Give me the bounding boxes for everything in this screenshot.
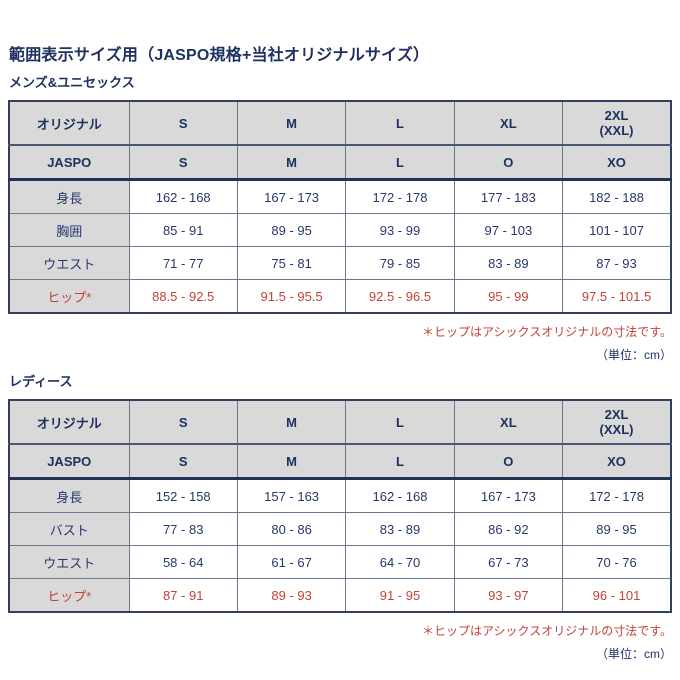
size-header-cell: L xyxy=(345,443,455,480)
size-value-cell: 77 - 83 xyxy=(128,512,238,546)
size-header-cell: XL xyxy=(453,399,564,445)
size-value-cell: 71 - 77 xyxy=(128,246,238,280)
size-value-cell: 67 - 73 xyxy=(453,545,564,579)
size-value-cell: 96 - 101 xyxy=(562,578,672,613)
size-header-cell: M xyxy=(236,144,347,181)
size-value-cell: 92.5 - 96.5 xyxy=(345,279,455,314)
size-value-cell: 83 - 89 xyxy=(345,512,455,546)
size-value-cell: 93 - 99 xyxy=(345,213,455,247)
row-label: JASPO xyxy=(8,144,130,181)
row-label: オリジナル xyxy=(8,399,130,445)
size-value-cell: 167 - 173 xyxy=(236,179,347,214)
size-value-cell: 79 - 85 xyxy=(345,246,455,280)
size-value-cell: 93 - 97 xyxy=(453,578,564,613)
table-row-height: 身長 162 - 168 167 - 173 172 - 178 177 - 1… xyxy=(8,179,672,214)
size-value-cell: 91 - 95 xyxy=(345,578,455,613)
size-value-cell: 167 - 173 xyxy=(453,478,564,513)
row-label: オリジナル xyxy=(8,100,130,146)
size-header-cell: L xyxy=(345,399,455,445)
size-value-cell: 89 - 95 xyxy=(562,512,672,546)
size-header-cell: O xyxy=(453,443,564,480)
size-value-cell: 88.5 - 92.5 xyxy=(128,279,238,314)
size-header-cell: S xyxy=(128,144,238,181)
size-value-cell: 89 - 95 xyxy=(236,213,347,247)
size-value-cell: 91.5 - 95.5 xyxy=(236,279,347,314)
size-header-cell: M xyxy=(236,399,347,445)
size-header-cell: 2XL (XXL) xyxy=(562,399,672,445)
size-header-cell: L xyxy=(345,144,455,181)
row-label: 身長 xyxy=(8,179,130,214)
table-row-waist: ウエスト 58 - 64 61 - 67 64 - 70 67 - 73 70 … xyxy=(8,545,672,579)
unit-note: （単位：cm） xyxy=(596,647,672,661)
row-label: バスト xyxy=(8,512,130,546)
size-value-cell: 101 - 107 xyxy=(562,213,672,247)
size-header-cell: M xyxy=(236,100,347,146)
table-row-bust: バスト 77 - 83 80 - 86 83 - 89 86 - 92 89 -… xyxy=(8,512,672,546)
size-value-cell: 97 - 103 xyxy=(453,213,564,247)
section-ladies: レディース オリジナル S M L XL 2XL (XXL) JASPO S M xyxy=(8,374,672,661)
size-header-cell: XL xyxy=(453,100,564,146)
size-value-cell: 70 - 76 xyxy=(562,545,672,579)
size-header-cell: S xyxy=(128,443,238,480)
row-label: 身長 xyxy=(8,478,130,513)
row-label: ウエスト xyxy=(8,246,130,280)
size-value-cell: 80 - 86 xyxy=(236,512,347,546)
size-header-cell: M xyxy=(236,443,347,480)
table-row-hip: ヒップ* 87 - 91 89 - 93 91 - 95 93 - 97 96 … xyxy=(8,578,672,613)
size-value-cell: 152 - 158 xyxy=(128,478,238,513)
size-value-cell: 86 - 92 xyxy=(453,512,564,546)
size-value-cell: 64 - 70 xyxy=(345,545,455,579)
size-chart-page: 範囲表示サイズ用（JASPO規格+当社オリジナルサイズ） メンズ&ユニセックス … xyxy=(8,47,672,661)
ladies-size-table: オリジナル S M L XL 2XL (XXL) JASPO S M L O X… xyxy=(8,399,672,613)
size-value-cell: 85 - 91 xyxy=(128,213,238,247)
section-mens-unisex: メンズ&ユニセックス オリジナル S M L XL 2XL (XXL) JASP… xyxy=(8,75,672,362)
table-row-chest: 胸囲 85 - 91 89 - 95 93 - 99 97 - 103 101 … xyxy=(8,213,672,247)
size-value-cell: 157 - 163 xyxy=(236,478,347,513)
table-row-hip: ヒップ* 88.5 - 92.5 91.5 - 95.5 92.5 - 96.5… xyxy=(8,279,672,314)
table-row-jaspo: JASPO S M L O XO xyxy=(8,144,672,181)
size-value-cell: 177 - 183 xyxy=(453,179,564,214)
size-header-cell: S xyxy=(128,100,238,146)
size-header-cell: XO xyxy=(562,443,672,480)
unit-note: （単位：cm） xyxy=(596,348,672,362)
size-value-cell: 89 - 93 xyxy=(236,578,347,613)
page-title: 範囲表示サイズ用（JASPO規格+当社オリジナルサイズ） xyxy=(9,47,430,64)
size-value-cell: 97.5 - 101.5 xyxy=(562,279,672,314)
size-header-cell: O xyxy=(453,144,564,181)
size-value-cell: 182 - 188 xyxy=(562,179,672,214)
size-value-cell: 61 - 67 xyxy=(236,545,347,579)
row-label: ウエスト xyxy=(8,545,130,579)
size-value-cell: 95 - 99 xyxy=(453,279,564,314)
size-header-cell: 2XL (XXL) xyxy=(562,100,672,146)
section-title-mens-unisex: メンズ&ユニセックス xyxy=(9,75,135,90)
mens-size-table: オリジナル S M L XL 2XL (XXL) JASPO S M L O X… xyxy=(8,100,672,314)
size-value-cell: 162 - 168 xyxy=(128,179,238,214)
size-value-cell: 87 - 93 xyxy=(562,246,672,280)
row-label: JASPO xyxy=(8,443,130,480)
table-row-original: オリジナル S M L XL 2XL (XXL) xyxy=(8,399,672,445)
size-value-cell: 75 - 81 xyxy=(236,246,347,280)
hip-footnote: ＊ヒップはアシックスオリジナルの寸法です。 xyxy=(422,325,672,339)
row-label: ヒップ* xyxy=(8,578,130,613)
size-header-cell: L xyxy=(345,100,455,146)
size-value-cell: 162 - 168 xyxy=(345,478,455,513)
size-value-cell: 172 - 178 xyxy=(562,478,672,513)
size-header-cell: S xyxy=(128,399,238,445)
section-title-ladies: レディース xyxy=(9,374,73,389)
size-header-cell: XO xyxy=(562,144,672,181)
size-value-cell: 172 - 178 xyxy=(345,179,455,214)
size-value-cell: 58 - 64 xyxy=(128,545,238,579)
row-label: 胸囲 xyxy=(8,213,130,247)
size-value-cell: 87 - 91 xyxy=(128,578,238,613)
table-row-jaspo: JASPO S M L O XO xyxy=(8,443,672,480)
row-label: ヒップ* xyxy=(8,279,130,314)
table-row-original: オリジナル S M L XL 2XL (XXL) xyxy=(8,100,672,146)
size-value-cell: 83 - 89 xyxy=(453,246,564,280)
table-row-height: 身長 152 - 158 157 - 163 162 - 168 167 - 1… xyxy=(8,478,672,513)
hip-footnote: ＊ヒップはアシックスオリジナルの寸法です。 xyxy=(422,624,672,638)
table-row-waist: ウエスト 71 - 77 75 - 81 79 - 85 83 - 89 87 … xyxy=(8,246,672,280)
